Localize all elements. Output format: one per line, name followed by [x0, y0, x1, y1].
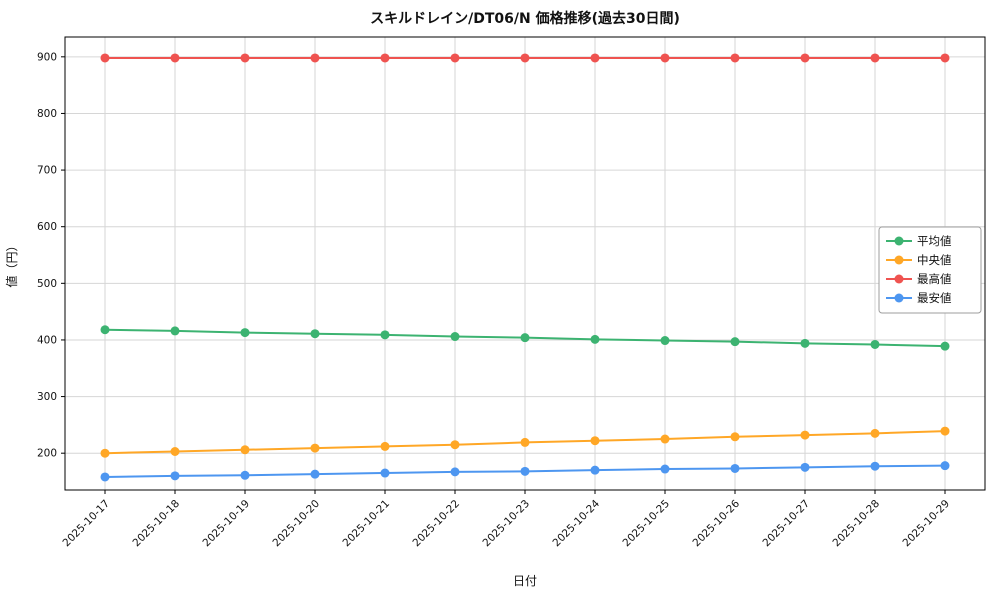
x-tick-label: 2025-10-20	[270, 498, 322, 550]
data-point-min	[100, 472, 110, 482]
data-point-max	[450, 53, 460, 63]
series-median	[100, 426, 950, 458]
data-point-average	[170, 326, 180, 336]
data-point-average	[660, 336, 670, 346]
data-point-median	[310, 443, 320, 453]
y-tick-label: 900	[37, 51, 57, 63]
legend-box	[878, 226, 982, 314]
series-max	[100, 53, 950, 63]
data-point-min	[450, 467, 460, 477]
x-tick-label: 2025-10-21	[340, 498, 392, 550]
data-point-average	[800, 338, 810, 348]
data-point-max	[940, 53, 950, 63]
y-tick-label: 200	[37, 448, 57, 460]
data-point-average	[730, 337, 740, 347]
x-axis-label: 日付	[513, 574, 537, 588]
data-point-median	[240, 445, 250, 455]
x-tick-label: 2025-10-28	[830, 498, 882, 550]
data-point-max	[240, 53, 250, 63]
x-tick-label: 2025-10-18	[130, 498, 182, 550]
y-tick-label: 700	[37, 165, 57, 177]
legend-marker-min	[894, 293, 904, 303]
legend-label-median: 中央値	[917, 253, 952, 267]
data-point-average	[310, 329, 320, 339]
data-point-median	[170, 446, 180, 456]
data-point-max	[730, 53, 740, 63]
data-point-max	[590, 53, 600, 63]
legend-label-average: 平均値	[917, 234, 952, 248]
y-tick-label: 300	[37, 391, 57, 403]
chart-title: スキルドレイン/DT06/N 価格推移(過去30日間)	[370, 10, 680, 27]
y-tick-label: 600	[37, 221, 57, 233]
data-point-median	[100, 448, 110, 458]
x-tick-label: 2025-10-25	[620, 498, 672, 550]
x-tick-label: 2025-10-23	[480, 498, 532, 550]
data-point-min	[730, 463, 740, 473]
legend-marker-average	[894, 236, 904, 246]
x-tick-label: 2025-10-26	[690, 497, 742, 549]
series-min	[100, 461, 950, 482]
legend-label-max: 最高値	[917, 272, 952, 286]
x-tick-label: 2025-10-27	[760, 498, 812, 550]
data-point-max	[660, 53, 670, 63]
data-point-median	[520, 437, 530, 447]
data-point-median	[870, 428, 880, 438]
data-point-median	[450, 440, 460, 450]
data-point-min	[380, 468, 390, 478]
series-average	[100, 325, 950, 351]
data-point-average	[450, 332, 460, 342]
data-point-max	[870, 53, 880, 63]
y-tick-label: 500	[37, 278, 57, 290]
x-tick-label: 2025-10-22	[410, 498, 462, 550]
data-point-average	[870, 339, 880, 349]
data-point-min	[170, 471, 180, 481]
x-tick-label: 2025-10-29	[900, 498, 952, 550]
data-point-median	[730, 432, 740, 442]
data-point-min	[310, 469, 320, 479]
data-point-median	[590, 436, 600, 446]
data-point-min	[240, 470, 250, 480]
data-point-average	[520, 333, 530, 343]
x-tick-label: 2025-10-24	[550, 497, 602, 549]
legend-marker-max	[894, 274, 904, 284]
data-point-min	[800, 462, 810, 472]
grid	[65, 37, 985, 490]
y-tick-label: 400	[37, 334, 57, 346]
data-point-max	[100, 53, 110, 63]
legend-label-min: 最安値	[917, 291, 952, 305]
data-point-average	[940, 341, 950, 351]
data-point-average	[590, 334, 600, 344]
data-point-min	[520, 466, 530, 476]
y-axis-label: 値（円）	[4, 239, 19, 287]
legend-marker-median	[894, 255, 904, 265]
data-point-max	[380, 53, 390, 63]
data-point-min	[870, 461, 880, 471]
data-point-average	[240, 328, 250, 338]
data-point-max	[310, 53, 320, 63]
data-point-min	[940, 461, 950, 471]
data-point-max	[800, 53, 810, 63]
data-point-max	[520, 53, 530, 63]
x-tick-label: 2025-10-17	[60, 498, 112, 550]
data-point-median	[380, 441, 390, 451]
data-point-median	[940, 426, 950, 436]
data-point-min	[660, 464, 670, 474]
data-point-average	[100, 325, 110, 335]
x-tick-label: 2025-10-19	[200, 498, 252, 550]
data-point-min	[590, 465, 600, 475]
data-point-median	[660, 434, 670, 444]
y-tick-label: 800	[37, 108, 57, 120]
data-point-median	[800, 430, 810, 440]
data-point-average	[380, 330, 390, 340]
data-point-max	[170, 53, 180, 63]
